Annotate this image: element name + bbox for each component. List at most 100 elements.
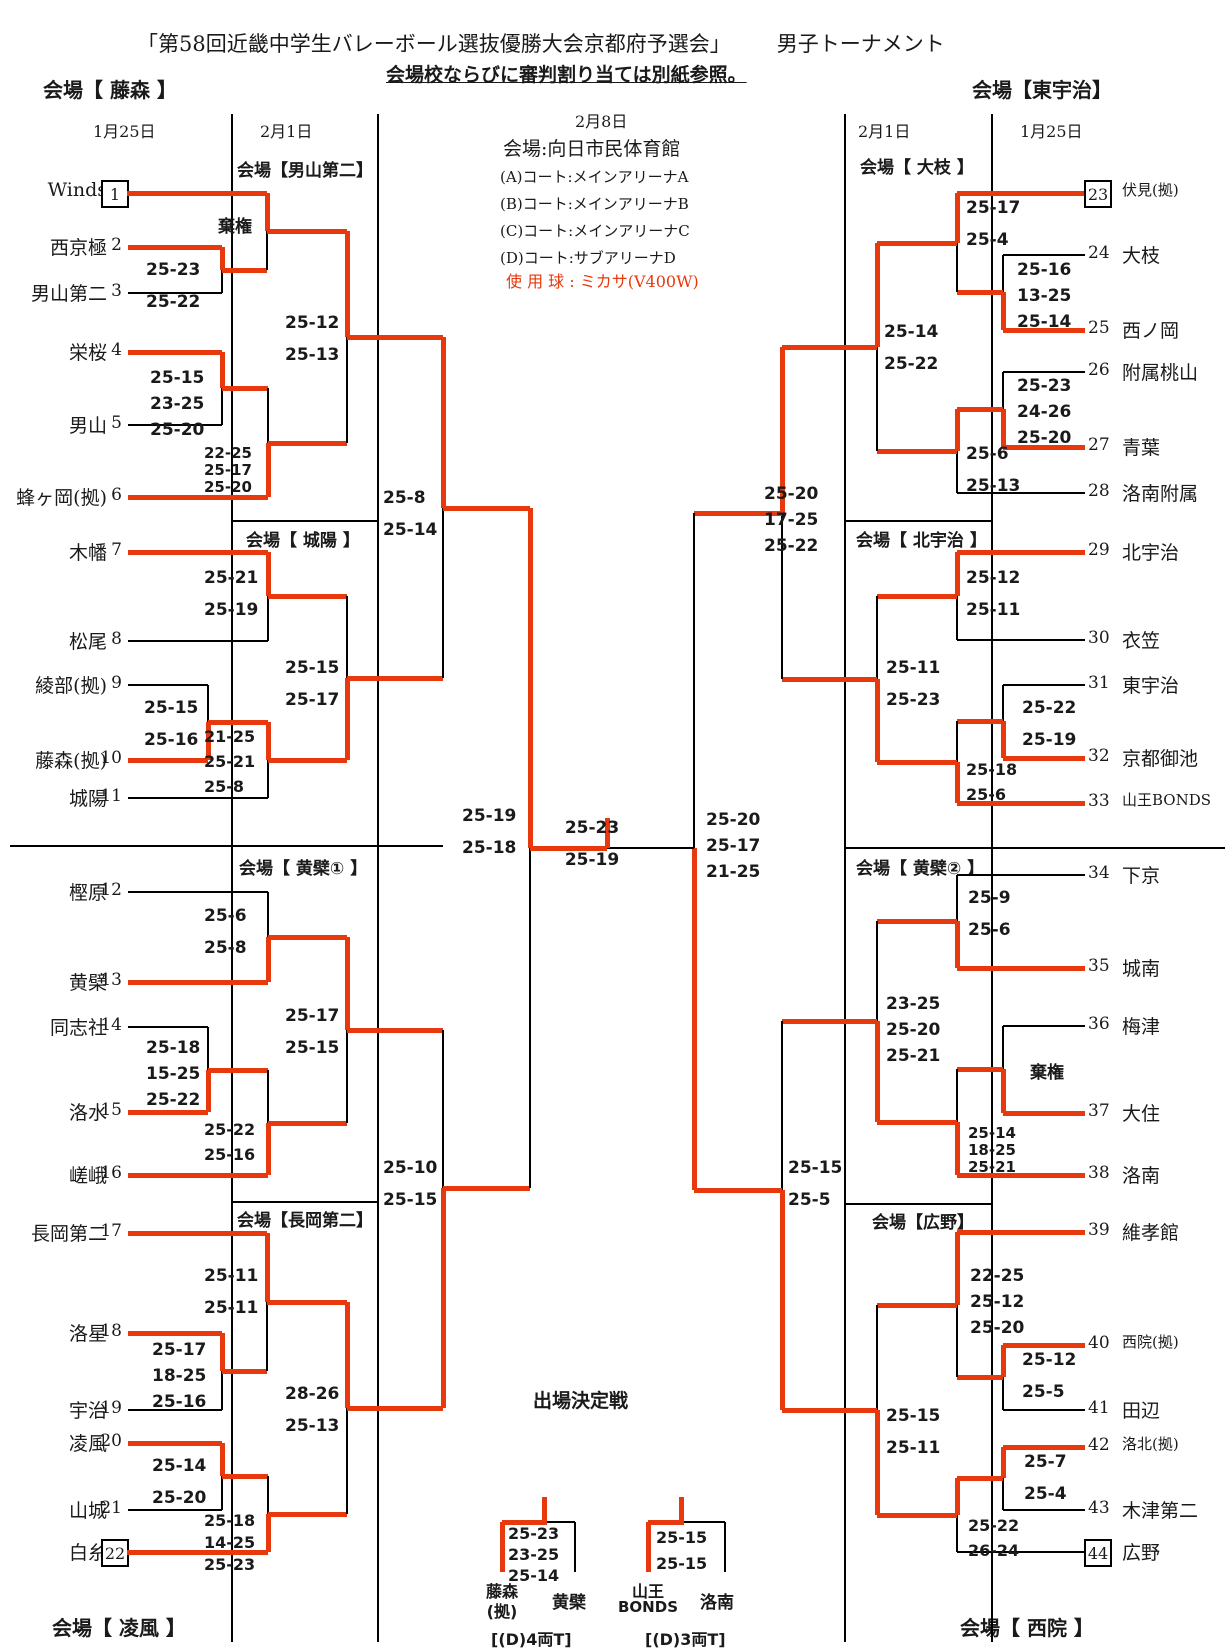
center-court-0: (A)コート:メインアリーナA bbox=[500, 168, 689, 186]
match-m29-vertical bbox=[1001, 1069, 1006, 1113]
playoff-left-top-line bbox=[547, 1521, 575, 1523]
team-number: 36 bbox=[1088, 1014, 1110, 1034]
match-m7-vertical bbox=[207, 685, 209, 722]
match-m26-set-1: 25-6 bbox=[966, 785, 1007, 804]
playoff-left-team-a2: (拠) bbox=[486, 1602, 518, 1621]
match-qf4-set-1: 25-5 bbox=[788, 1190, 831, 1210]
match-m32-set-1: 25-5 bbox=[1022, 1382, 1065, 1402]
date-right-r1: 1月25日 bbox=[1020, 122, 1083, 141]
match-m18-winner-line bbox=[347, 1406, 443, 1411]
match-m1-vertical bbox=[220, 247, 225, 270]
match-m17-set-0: 25-18 bbox=[204, 1511, 256, 1530]
playoff-right-team-b: 洛南 bbox=[700, 1593, 734, 1613]
team-name: 広野 bbox=[1122, 1542, 1161, 1564]
center-court-1: (B)コート:メインアリーナB bbox=[500, 195, 689, 213]
team-name: 西京極 bbox=[49, 237, 107, 259]
match-m11-winner-line bbox=[208, 1068, 268, 1073]
match-m11-set-1: 15-25 bbox=[146, 1064, 201, 1084]
champion-line bbox=[605, 818, 610, 848]
match-m35-vertical bbox=[955, 1478, 960, 1515]
team-number: 29 bbox=[1088, 540, 1110, 560]
team-name: 山王BONDS bbox=[1122, 791, 1212, 809]
team-number: 21 bbox=[100, 1498, 122, 1518]
match-m2-vertical bbox=[266, 231, 268, 270]
match-qf2-vertical bbox=[441, 1188, 446, 1408]
match-m12-vertical bbox=[266, 1123, 271, 1175]
section-divider bbox=[232, 520, 378, 522]
playoff-right-winner-stub bbox=[679, 1497, 684, 1522]
center-court-3: (D)コート:サブアリーナD bbox=[500, 249, 676, 267]
team-name: 蜂ヶ岡(拠) bbox=[16, 487, 107, 509]
match-m26-set-0: 25-18 bbox=[966, 760, 1018, 779]
column-line bbox=[991, 114, 993, 1642]
team-line bbox=[128, 1331, 222, 1336]
match-m16-vertical bbox=[220, 1443, 225, 1476]
match-m8-winner-line bbox=[268, 758, 347, 763]
playoff-left-team-b: 黄檗 bbox=[552, 1593, 586, 1613]
team-line bbox=[128, 980, 268, 985]
team-name: 洛南 bbox=[1122, 1165, 1161, 1187]
team-number: 39 bbox=[1088, 1220, 1110, 1240]
match-m6-vertical bbox=[267, 596, 269, 641]
center-court-2: (C)コート:メインアリーナC bbox=[500, 222, 690, 240]
match-m5-winner-line bbox=[347, 335, 443, 340]
team-number: 15 bbox=[100, 1100, 122, 1120]
match-m14-vertical bbox=[221, 1371, 223, 1410]
team-line bbox=[957, 191, 1084, 196]
team-line bbox=[957, 801, 1085, 806]
match-m19-vertical bbox=[1002, 255, 1004, 292]
date-center: 2月8日 bbox=[575, 112, 628, 131]
match-m20-vertical bbox=[955, 193, 960, 243]
venue-header-6: 会場【 北宇治 】 bbox=[856, 531, 987, 551]
team-name: 木津第二 bbox=[1122, 1500, 1199, 1522]
match-m34-set-1: 25-4 bbox=[1024, 1484, 1067, 1504]
match-qf1-vertical bbox=[442, 508, 444, 678]
playoff-right-top-line bbox=[684, 1521, 725, 1523]
playoff-right-set-1: 25-15 bbox=[656, 1554, 708, 1573]
match-m1-vertical bbox=[221, 270, 223, 293]
match-m33-winner-line bbox=[877, 1303, 957, 1308]
match-qf4-vertical bbox=[781, 1021, 783, 1190]
match-m12-vertical bbox=[267, 1070, 269, 1123]
team-number: 34 bbox=[1088, 863, 1110, 883]
match-m5-set-0: 25-12 bbox=[285, 313, 340, 333]
match-m21-set-0: 25-23 bbox=[1017, 376, 1072, 396]
team-number: 11 bbox=[100, 786, 122, 806]
match-m5-set-1: 25-13 bbox=[285, 345, 340, 365]
playoff-left-right-line bbox=[574, 1522, 576, 1572]
match-m29-vertical bbox=[1002, 1026, 1004, 1069]
team-name: 凌風 bbox=[68, 1433, 107, 1455]
team-line bbox=[1003, 1509, 1085, 1511]
match-m21-vertical bbox=[1002, 372, 1004, 409]
team-name: 黄檗 bbox=[68, 972, 107, 994]
date-left-r2: 2月1日 bbox=[260, 122, 313, 141]
match-m21-winner-line bbox=[957, 407, 1003, 412]
match-m24-vertical bbox=[956, 596, 958, 640]
match-m26-winner-line bbox=[877, 760, 957, 765]
center-ball: 使 用 球 : ミカサ(V400W) bbox=[506, 272, 699, 291]
team-number: 12 bbox=[100, 880, 122, 900]
match-m11-vertical bbox=[207, 1027, 209, 1070]
match-m32-vertical bbox=[1001, 1345, 1006, 1377]
match-m22-winner-line bbox=[877, 449, 957, 454]
team-name: 山城 bbox=[68, 1500, 107, 1522]
center-venue: 会場:向日市民体育館 bbox=[503, 138, 681, 160]
match-sfl-winner-line bbox=[530, 846, 607, 851]
team-line bbox=[128, 350, 222, 355]
match-m17-set-2: 25-23 bbox=[204, 1555, 256, 1574]
team-number: 37 bbox=[1088, 1101, 1110, 1121]
team-name: 附属桃山 bbox=[1122, 362, 1199, 384]
playoff-right-top-line bbox=[648, 1520, 684, 1525]
match-m9-vertical bbox=[346, 596, 348, 678]
playoff-left-top-line bbox=[502, 1520, 547, 1525]
match-m32-set-0: 25-12 bbox=[1022, 1350, 1077, 1370]
match-m24-vertical bbox=[955, 552, 960, 596]
match-m16-set-0: 25-14 bbox=[152, 1456, 207, 1476]
match-m26-vertical bbox=[956, 721, 958, 762]
match-qf1-vertical bbox=[441, 337, 446, 508]
match-m17-set-1: 14-25 bbox=[204, 1533, 256, 1552]
match-m20-set-1: 25-4 bbox=[966, 230, 1009, 250]
playoff-left-team-a: 藤森 bbox=[485, 1582, 518, 1601]
team-name: 西ノ岡 bbox=[1122, 320, 1180, 342]
team-line bbox=[128, 797, 268, 799]
